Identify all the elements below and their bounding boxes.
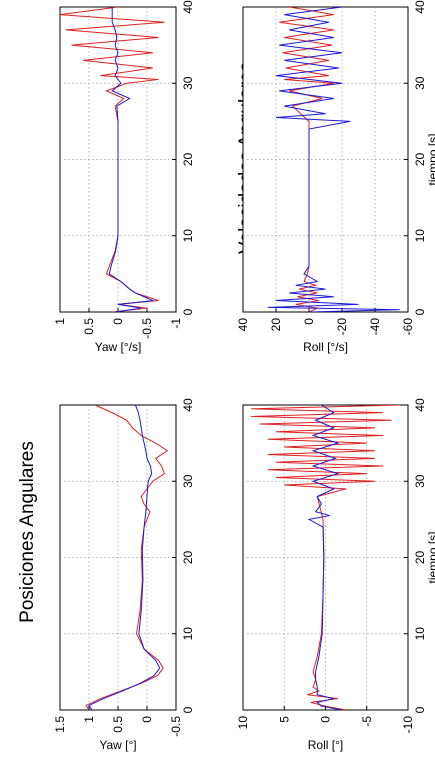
tick-label-time: 20 — [413, 153, 427, 167]
tick-label-value: -5 — [360, 716, 374, 727]
tick-label-value: 1 — [82, 716, 96, 723]
axis-label-value: Roll [°] — [308, 738, 343, 752]
tick-label-value: -40 — [368, 318, 382, 336]
axis-label-value: Yaw [°/s] — [95, 340, 142, 354]
tick-label-time: 0 — [181, 308, 195, 315]
series-line-1 — [251, 405, 400, 710]
series-line-2 — [307, 405, 343, 710]
series-line-1 — [85, 405, 169, 710]
axis-label-time: tiempo [s] — [426, 133, 435, 185]
tick-label-value: 1.5 — [53, 716, 67, 733]
tick-label-value: 0 — [302, 318, 316, 325]
tick-label-time: 10 — [181, 627, 195, 641]
axis-label-value: Yaw [°] — [99, 738, 136, 752]
tick-label-time: 10 — [413, 229, 427, 243]
panel-posiciones-roll: -10 -5 0 5 10 0 10 20 30 40 Roll [°] tiempo [s] — [236, 398, 435, 752]
tick-label-value: 40 — [236, 318, 250, 332]
tick-label-time: 20 — [181, 551, 195, 565]
tick-label-value: -20 — [335, 318, 349, 336]
axis-label-time: tiempo [s] — [426, 531, 435, 583]
tick-label-time: 40 — [181, 0, 195, 14]
tick-label-time: 0 — [413, 706, 427, 713]
left-figure-title: Posiciones Angulares — [17, 441, 38, 623]
series-line-2 — [267, 7, 400, 312]
tick-label-value: 0 — [111, 318, 125, 325]
tick-label-value: -1 — [169, 318, 183, 329]
tick-label-value: 5 — [277, 716, 291, 723]
tick-label-value: 20 — [269, 318, 283, 332]
tick-label-value: 0.5 — [111, 716, 125, 733]
series-line-1 — [279, 7, 334, 312]
tick-label-value: 0 — [140, 716, 154, 723]
tick-label-time: 20 — [413, 551, 427, 565]
tick-label-time: 40 — [181, 398, 195, 412]
tick-label-time: 30 — [181, 76, 195, 90]
tick-label-value: 0 — [319, 716, 333, 723]
tick-label-value: 10 — [236, 716, 250, 730]
panel-posiciones-yaw: -0.5 0 0.5 1 1.5 0 10 20 30 40 Yaw [°] — [53, 398, 195, 752]
tick-label-time: 0 — [181, 706, 195, 713]
series-line-2 — [108, 7, 155, 312]
tick-label-time: 30 — [413, 76, 427, 90]
tick-label-value: 0.5 — [82, 318, 96, 335]
tick-label-time: 40 — [413, 398, 427, 412]
tick-label-value: -10 — [401, 716, 415, 734]
tick-label-time: 20 — [181, 153, 195, 167]
tick-label-time: 30 — [181, 474, 195, 488]
series-line-2 — [88, 405, 161, 710]
tick-label-time: 30 — [413, 474, 427, 488]
tick-label-value: -60 — [401, 318, 415, 336]
tick-label-value: -0.5 — [140, 318, 154, 339]
tick-label-value: 1 — [53, 318, 67, 325]
tick-label-time: 40 — [413, 0, 427, 14]
tick-label-time: 10 — [181, 229, 195, 243]
tick-label-value: -0.5 — [169, 716, 183, 737]
tick-label-time: 0 — [413, 308, 427, 315]
tick-label-time: 10 — [413, 627, 427, 641]
axis-label-value: Roll [°/s] — [303, 340, 348, 354]
panel-velocidades-roll: -60 -40 -20 0 20 40 0 10 20 30 40 Roll [°/s] tiempo … — [236, 0, 435, 354]
